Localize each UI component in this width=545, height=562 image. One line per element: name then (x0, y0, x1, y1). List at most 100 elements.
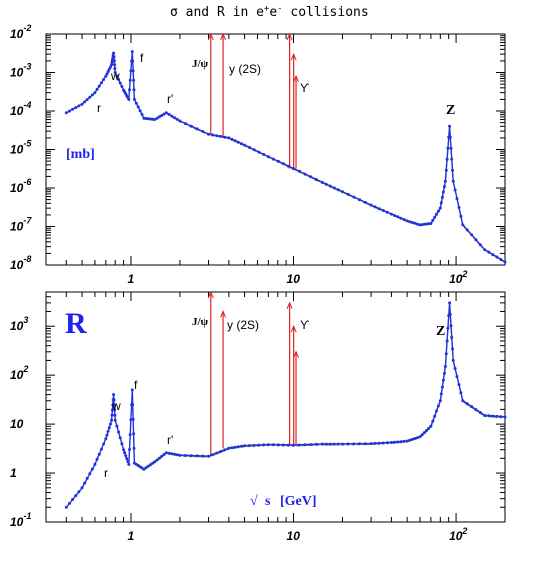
x-tick-label: 1 (127, 272, 134, 286)
data-point (97, 452, 101, 456)
y-tick-exp: -5 (23, 139, 32, 149)
data-point (71, 498, 75, 501)
data-point (207, 132, 210, 136)
data-point (439, 201, 443, 205)
data-point (495, 414, 499, 418)
x-tick-label: 102 (449, 269, 467, 286)
data-point (107, 426, 111, 430)
label-z: Z (446, 103, 455, 118)
data-point (429, 222, 433, 225)
data-point (303, 172, 307, 176)
data-point (420, 223, 424, 227)
x-tick-base: 1 (127, 529, 134, 543)
data-point (247, 145, 251, 149)
data-point (64, 505, 68, 509)
data-point (153, 460, 157, 464)
r-panel-label: R (65, 307, 87, 340)
data-point (83, 100, 87, 104)
data-point (448, 312, 452, 316)
data-point (459, 214, 463, 218)
x-tick-label: 10 (287, 272, 301, 286)
data-point (189, 124, 193, 128)
data-point (109, 422, 112, 426)
data-point (399, 216, 403, 220)
y-tick-label: 10 (10, 417, 24, 431)
data-point (90, 467, 94, 471)
data-point (320, 442, 324, 446)
data-point (450, 335, 454, 339)
data-point (157, 115, 161, 119)
data-point (107, 67, 111, 71)
data-point (227, 136, 231, 140)
data-point (134, 101, 138, 105)
data-point (64, 111, 68, 115)
data-point (297, 443, 301, 447)
data-point (184, 454, 188, 457)
data-point (445, 157, 449, 161)
data-point (201, 130, 205, 133)
data-point (282, 443, 285, 447)
data-point (491, 414, 495, 418)
data-point (104, 437, 108, 441)
data-point (431, 218, 435, 222)
data-point (446, 146, 450, 150)
data-point (332, 442, 336, 446)
data-point (132, 432, 136, 436)
data-point (110, 60, 114, 64)
data-point (170, 114, 174, 118)
data-series-line (65, 302, 506, 508)
data-point (239, 142, 243, 146)
data-point (110, 408, 114, 412)
y-tick-label: 10-2 (10, 23, 31, 41)
data-point (385, 441, 389, 445)
data-point (102, 442, 106, 446)
label-rho-prime: r' (167, 92, 173, 106)
label-upsilon: ϒ (300, 81, 310, 95)
data-point (402, 218, 406, 221)
data-point (124, 454, 128, 458)
sigma-unit-label: [mb] (66, 147, 95, 162)
data-point (173, 116, 176, 120)
data-point (457, 383, 461, 387)
data-point (442, 185, 446, 189)
spike-arrowhead (290, 324, 297, 333)
data-point (85, 476, 89, 480)
x-tick-exp: 2 (461, 526, 467, 536)
data-point (201, 454, 205, 458)
y-tick-exp: -8 (23, 254, 31, 264)
spike-arrowhead (220, 32, 227, 41)
data-point (207, 454, 210, 458)
y-tick-base: 1 (10, 466, 17, 480)
data-point (80, 486, 84, 490)
data-point (402, 439, 406, 443)
data-point (118, 436, 122, 440)
data-point (138, 109, 142, 113)
data-point (451, 168, 454, 172)
data-point (363, 442, 367, 446)
data-series-line (65, 51, 506, 263)
data-point (478, 411, 482, 414)
label-z: Z (436, 324, 445, 339)
data-point (112, 398, 116, 402)
y-tick-label: 10-7 (10, 216, 32, 234)
data-point (118, 81, 122, 85)
y-tick-label: 10-3 (10, 62, 31, 80)
data-point (433, 215, 437, 219)
data-point (184, 122, 188, 126)
data-point (410, 221, 414, 224)
x-tick-base: 10 (449, 529, 463, 543)
data-point (431, 419, 435, 423)
x-tick-label: 1 (127, 529, 134, 543)
data-point (131, 59, 135, 63)
data-point (104, 74, 108, 78)
r-data-points (64, 301, 507, 509)
data-point (167, 451, 171, 455)
data-point (346, 192, 350, 196)
data-point (109, 65, 112, 69)
data-point (77, 104, 81, 108)
data-point (503, 415, 507, 419)
y-tick-exp: 3 (23, 315, 28, 325)
data-point (405, 439, 409, 443)
data-point (483, 248, 487, 252)
data-point (453, 188, 457, 192)
